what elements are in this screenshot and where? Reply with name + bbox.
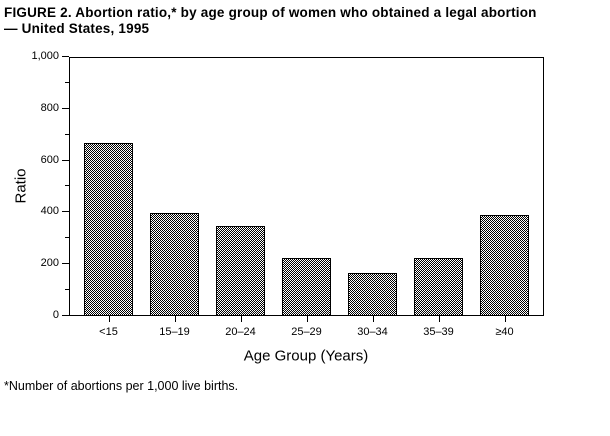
bar-30-34: [348, 273, 397, 316]
y-major-tick: [62, 108, 69, 109]
x-tick: [438, 316, 440, 322]
bar-15-19: [150, 213, 199, 316]
figure-title: FIGURE 2. Abortion ratio,* by age group …: [4, 5, 606, 37]
bar-20-24: [216, 226, 265, 316]
y-tick-label: 400: [40, 205, 59, 217]
y-major-tick: [62, 160, 69, 161]
y-tick-label: 0: [52, 309, 59, 321]
x-tick: [372, 316, 374, 322]
y-tick-label: 800: [40, 102, 59, 114]
x-tick-label: ≥40: [495, 326, 514, 338]
x-tick: [174, 316, 176, 322]
y-minor-tick: [65, 134, 69, 135]
x-tick-label: 25–29: [291, 326, 322, 338]
x-tick-label: 30–34: [357, 326, 388, 338]
figure-title-line2: — United States, 1995: [4, 21, 150, 36]
x-tick: [240, 316, 242, 322]
bar-35-39: [414, 258, 463, 316]
x-tick-label: <15: [99, 326, 118, 338]
y-tick-label: 1,000: [31, 50, 59, 62]
y-major-tick: [62, 263, 69, 264]
x-axis-title: Age Group (Years): [243, 347, 369, 365]
x-tick-label: 15–19: [159, 326, 190, 338]
x-tick-label: 35–39: [423, 326, 454, 338]
x-tick: [504, 316, 506, 322]
figure-title-line1: FIGURE 2. Abortion ratio,* by age group …: [4, 5, 537, 20]
y-tick-label: 200: [40, 257, 59, 269]
bar-25-29: [282, 258, 331, 316]
y-tick-label: 600: [40, 154, 59, 166]
y-minor-tick: [65, 289, 69, 290]
y-minor-tick: [65, 185, 69, 186]
x-tick-label: 20–24: [225, 326, 256, 338]
footnote: *Number of abortions per 1,000 live birt…: [4, 379, 239, 393]
bar-gte-40: [480, 215, 529, 316]
y-minor-tick: [65, 82, 69, 83]
y-major-tick: [62, 211, 69, 212]
x-tick: [306, 316, 308, 322]
y-minor-tick: [65, 237, 69, 238]
y-major-tick: [62, 56, 69, 57]
x-tick: [108, 316, 110, 322]
y-major-tick: [62, 315, 69, 316]
bar-lt-15: [84, 143, 133, 316]
